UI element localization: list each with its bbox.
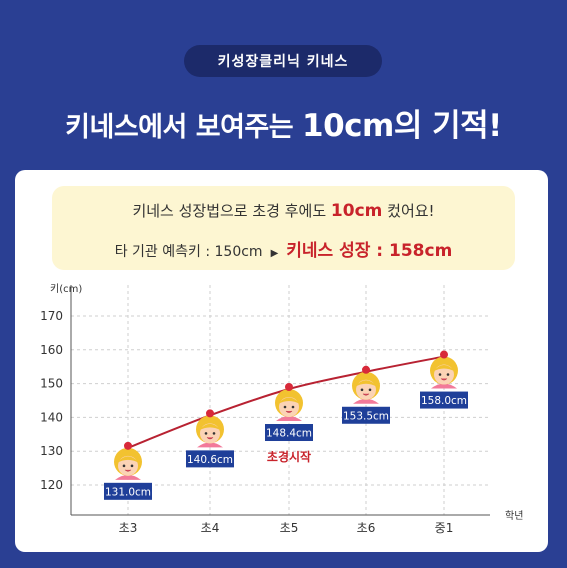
data-label: 131.0cm [105,486,151,498]
data-label-bg [265,424,313,442]
girl-avatar-icon [352,365,380,404]
headline-text: 키네스에서 보여주는 [65,112,303,143]
y-tick-label: 140 [40,410,63,424]
note-line-1: 키네스 성장법으로 초경 후에도 10cm 컸어요! [52,200,515,221]
result-height-text: 키네스 성장 : 158cm [286,241,453,261]
note-line-1-end: 컸어요! [382,202,435,220]
girl-avatar-icon [275,383,303,422]
brand-pill: 키성장클리닉 키네스 [184,45,382,77]
note-line-2: 타 기관 예측키 : 150cm ▶ 키네스 성장 : 158cm [52,236,515,261]
girl-avatar-icon [196,409,224,448]
x-tick-label: 초3 [119,521,138,535]
headline-emphasis: 10cm의 기적! [302,108,502,144]
info-note [52,186,515,270]
x-tick-label: 중1 [435,521,454,535]
note-line-1-accent: 10cm [330,201,383,221]
y-tick-label: 160 [40,343,63,357]
x-tick-label: 초5 [280,521,299,535]
data-label: 148.4cm [266,428,312,440]
page-headline: 키네스에서 보여주는 10cm의 기적! [0,100,567,145]
data-label: 153.5cm [343,410,389,422]
data-label-bg [104,482,152,500]
arrow-right-icon: ▶ [270,248,279,259]
data-label-bg [342,406,390,424]
y-axis-label: 키(cm) [50,283,82,295]
girl-avatar-icon [430,350,458,389]
data-label-bg [186,450,234,468]
y-tick-label: 120 [40,478,63,492]
x-axis-label: 학년 [505,510,523,522]
y-tick-label: 150 [40,377,63,391]
data-label: 140.6cm [187,454,233,466]
predicted-height-text: 타 기관 예측키 : 150cm [114,244,263,260]
girl-avatar-icon [114,441,142,480]
data-label-bg [420,391,468,409]
note-line-1-text: 키네스 성장법으로 초경 후에도 [132,202,331,220]
menarche-annotation: 초경시작 [267,449,311,464]
x-tick-label: 초4 [201,521,220,535]
data-label: 158.0cm [421,395,467,407]
x-tick-label: 초6 [357,521,376,535]
y-tick-label: 130 [40,444,63,458]
y-tick-label: 170 [40,309,63,323]
